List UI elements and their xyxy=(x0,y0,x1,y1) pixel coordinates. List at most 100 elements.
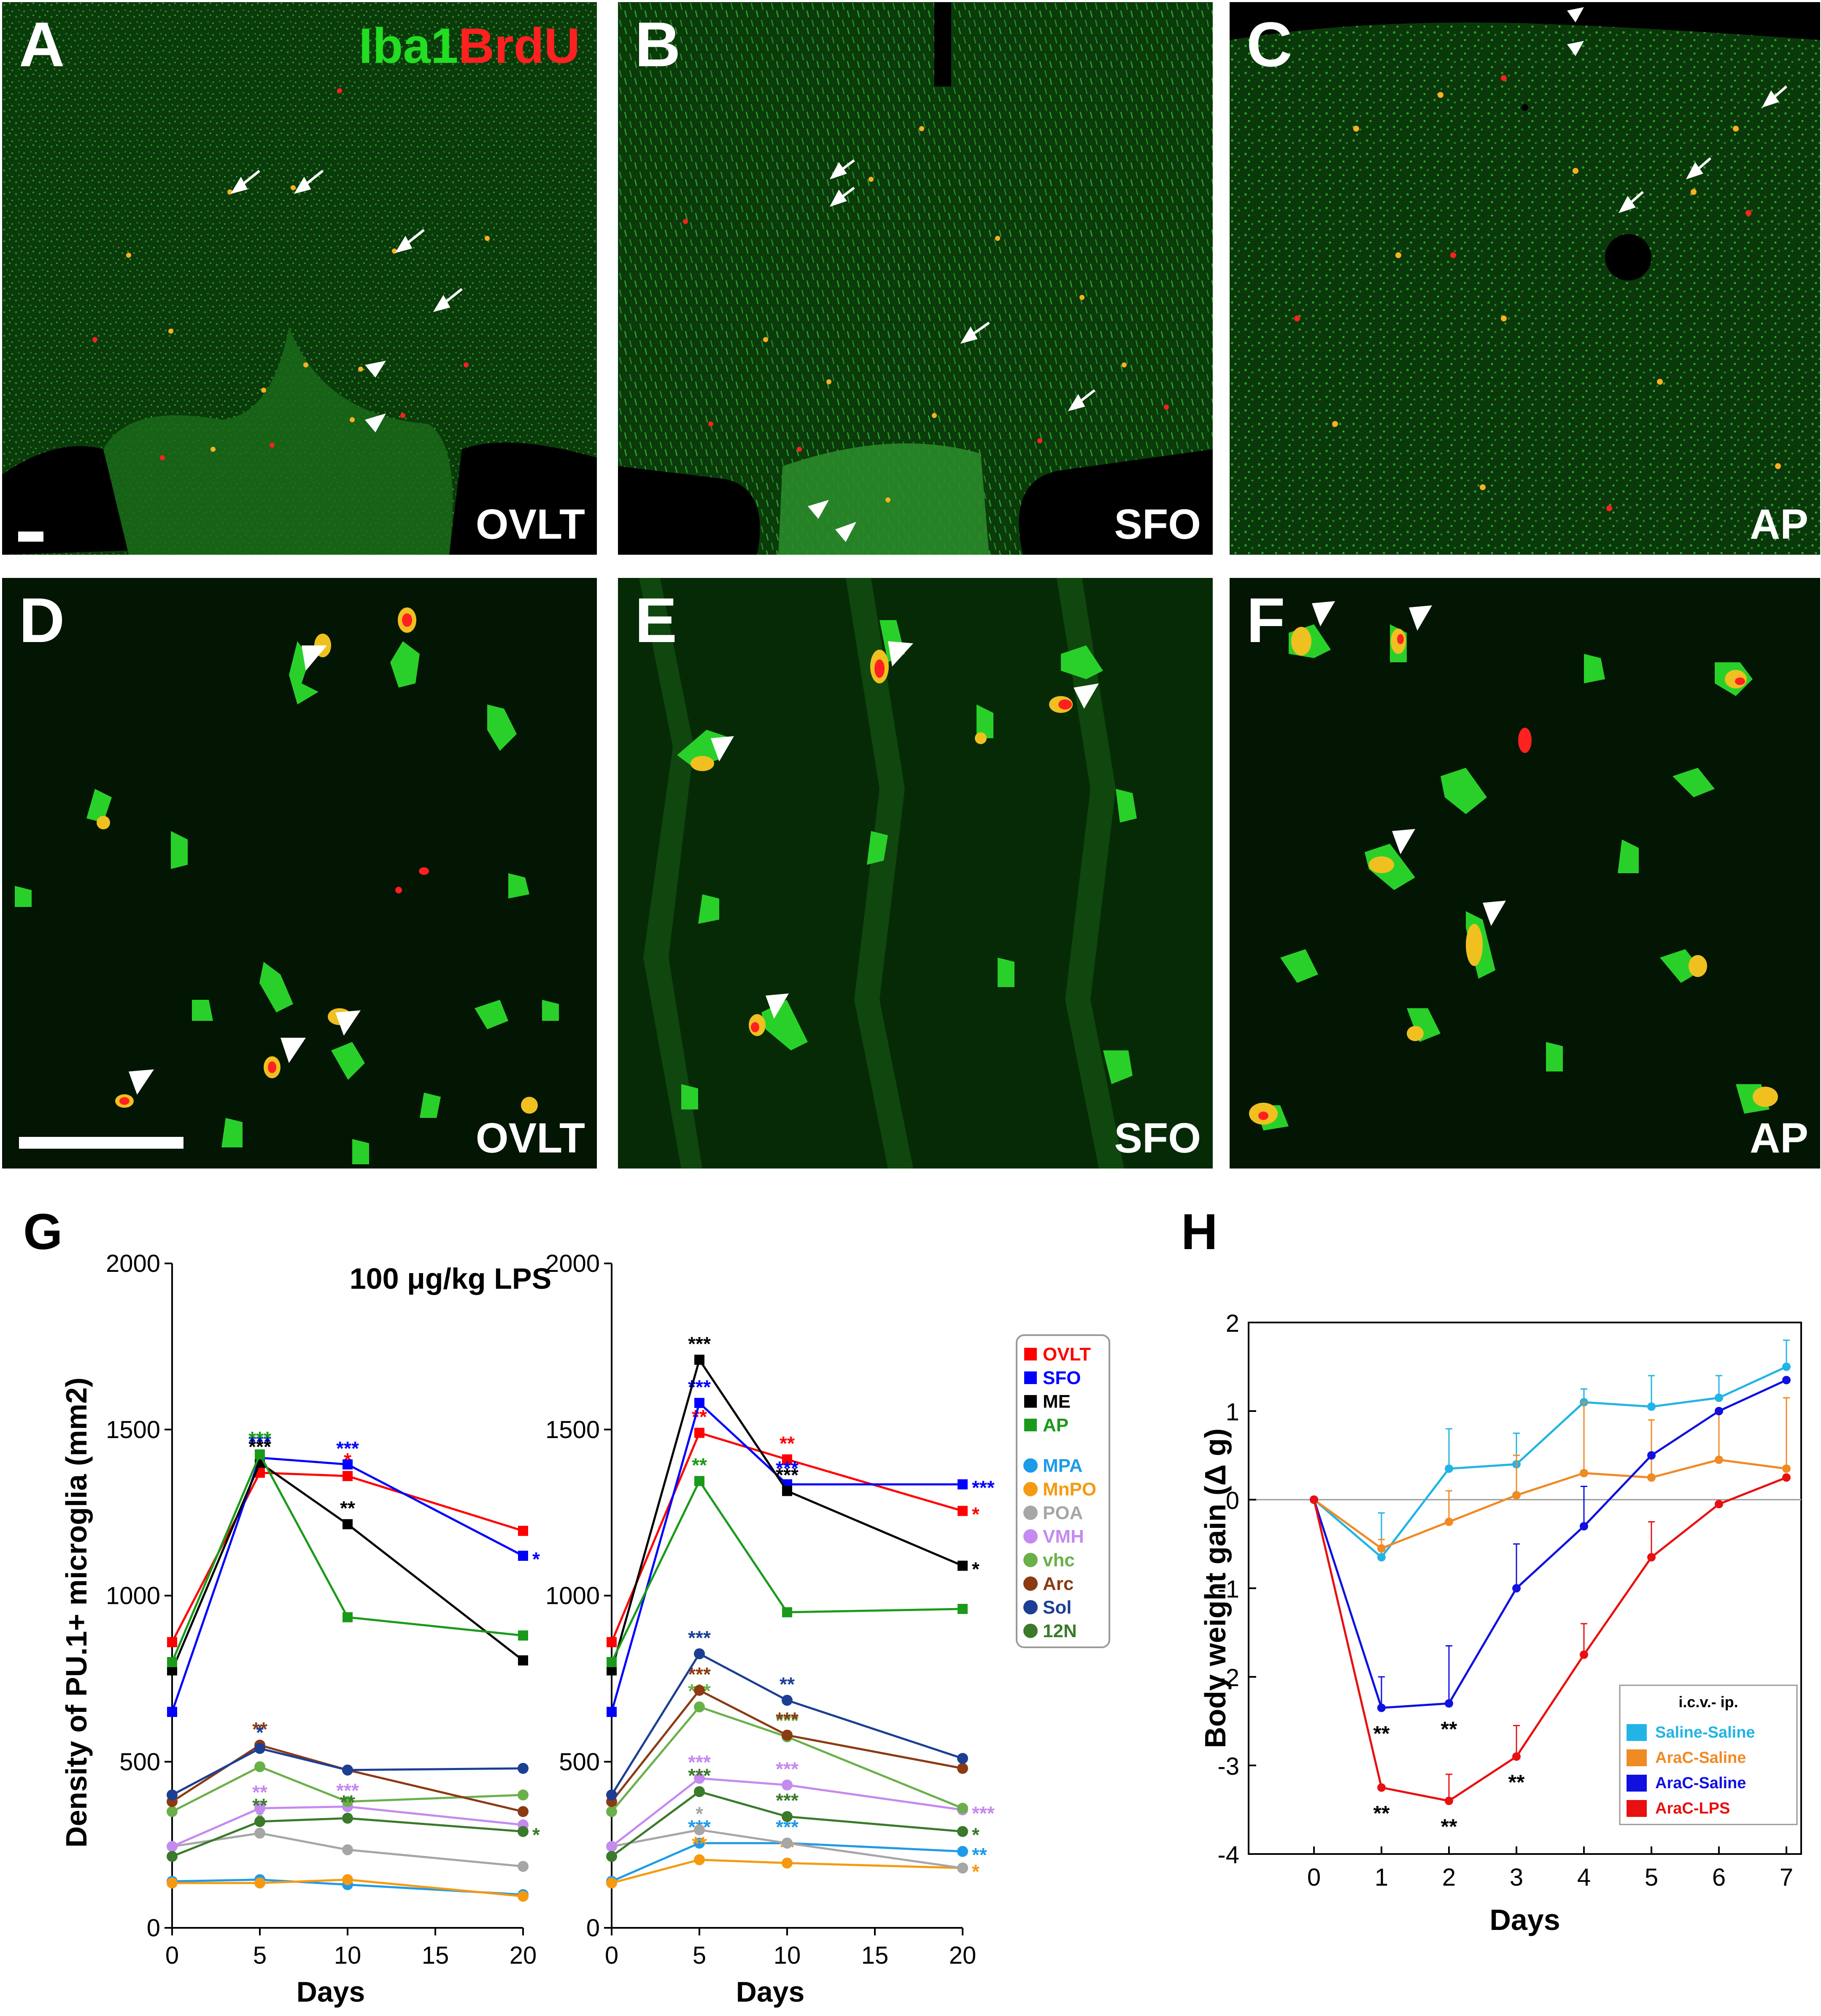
G-right-point-Sol xyxy=(606,1789,617,1800)
h-point-3 xyxy=(1580,1650,1588,1659)
G-left-point-MnPO xyxy=(254,1877,265,1889)
h-point-0 xyxy=(1647,1402,1656,1411)
G-right-point-SFO xyxy=(958,1479,968,1490)
G-left-point-AP xyxy=(167,1657,177,1667)
G-right-point-Arc xyxy=(694,1684,705,1696)
g-legend-swatch-Sol xyxy=(1023,1600,1038,1614)
G-right-x-tick-label: 5 xyxy=(693,1942,706,1969)
G-right-point-OVLT xyxy=(607,1637,617,1647)
G-right-x-tick-label: 10 xyxy=(774,1942,801,1969)
G-left-significance-12N: * xyxy=(532,1824,540,1846)
G-left-y-axis-label: Density of PU.1+ microglia (mm2) xyxy=(60,1377,93,1847)
g-legend-swatch-vhc xyxy=(1023,1553,1038,1567)
G-right-point-Arc xyxy=(606,1796,617,1807)
G-right-significance-12N: *** xyxy=(776,1789,799,1811)
h-point-0 xyxy=(1782,1363,1791,1371)
panel-d-label: D xyxy=(19,585,65,656)
G-right-series-SFO-line xyxy=(610,1401,963,1712)
h-point-0 xyxy=(1715,1393,1723,1402)
G-left-point-MPA xyxy=(254,1874,265,1885)
h-x-tick-label: 3 xyxy=(1510,1864,1523,1891)
G-right-significance-VMH: *** xyxy=(688,1752,711,1773)
h-point-0 xyxy=(1377,1553,1386,1562)
G-left-y-tick-label: 2000 xyxy=(106,1250,160,1277)
G-left-point-VMH xyxy=(254,1803,265,1814)
G-right-significance-MPA: ** xyxy=(972,1844,987,1866)
G-left-point-Sol xyxy=(254,1743,265,1754)
G-left-y-tick-label: 500 xyxy=(119,1748,160,1776)
G-left-significance-OVLT: * xyxy=(344,1449,351,1471)
G-right-significance-POA: * xyxy=(696,1803,703,1825)
G-left-significance-SFO: *** xyxy=(336,1437,359,1459)
G-right-point-vhc xyxy=(606,1806,617,1817)
G-left-significance-ME: ** xyxy=(340,1497,355,1519)
h-point-2 xyxy=(1647,1451,1656,1460)
h-point-0 xyxy=(1445,1464,1453,1473)
h-point-3 xyxy=(1310,1495,1318,1504)
h-point-0 xyxy=(1580,1398,1588,1406)
g-legend-label-MnPO: MnPO xyxy=(1043,1479,1096,1500)
G-right-series-Sol-line xyxy=(610,1652,963,1796)
G-right-significance-OVLT: * xyxy=(972,1503,979,1525)
G-right-significance-MnPO: ** xyxy=(692,1833,707,1855)
G-right-point-POA xyxy=(782,1838,793,1849)
G-right-y-tick-label: 0 xyxy=(586,1914,600,1942)
g-legend-label-vhc: vhc xyxy=(1043,1550,1075,1571)
h-y-tick-label: 2 xyxy=(1226,1310,1239,1337)
G-left-point-MPA xyxy=(342,1879,353,1890)
h-legend-label-0: Saline-Saline xyxy=(1655,1724,1755,1741)
G-left-significance-vhc: * xyxy=(256,1740,264,1762)
G-right-significance-ME: * xyxy=(972,1558,979,1580)
G-right-series-Arc-line xyxy=(611,1689,963,1803)
G-right-series-MPA-line xyxy=(611,1842,963,1883)
h-point-1 xyxy=(1377,1544,1386,1553)
G-right-significance-OVLT: ** xyxy=(780,1433,795,1455)
g-legend-label-Arc: Arc xyxy=(1043,1573,1074,1594)
G-left-point-ME xyxy=(343,1519,353,1530)
G-right-point-VMH xyxy=(694,1773,705,1784)
G-left-point-Arc xyxy=(342,1764,353,1776)
G-right-significance-12N: * xyxy=(972,1824,979,1846)
g-legend-label-ME: ME xyxy=(1043,1391,1071,1412)
h-significance-2: ** xyxy=(1441,1717,1457,1741)
G-left-series-12N-line xyxy=(172,1817,523,1858)
g-legend-swatch-POA xyxy=(1023,1506,1038,1520)
G-left-series-Arc-line xyxy=(171,1744,523,1813)
G-right-point-vhc xyxy=(782,1731,793,1743)
G-left-y-tick-label: 0 xyxy=(147,1914,160,1942)
G-left-point-MPA xyxy=(167,1876,178,1887)
G-left-point-OVLT xyxy=(167,1637,177,1647)
h-point-3 xyxy=(1647,1553,1656,1562)
panel-h-label: H xyxy=(1181,1204,1218,1260)
G-left-point-ME xyxy=(518,1655,528,1666)
scale-bar-d xyxy=(19,1137,183,1149)
G-right-point-12N xyxy=(694,1786,705,1797)
G-right-point-Sol xyxy=(694,1648,705,1660)
G-left-x-tick-label: 5 xyxy=(253,1942,267,1969)
g-legend-label-Sol: Sol xyxy=(1043,1597,1071,1618)
g-legend-swatch-12N xyxy=(1023,1624,1038,1638)
h-y-axis-label: Body weight gain (Δ g) xyxy=(1199,1428,1232,1748)
G-left-point-vhc xyxy=(342,1796,353,1807)
G-left-significance-POA: * xyxy=(256,1806,264,1828)
G-right-point-12N xyxy=(606,1851,617,1862)
G-right-series-12N-line xyxy=(611,1790,963,1857)
G-right-point-SFO xyxy=(607,1707,617,1717)
G-right-series-ME-line xyxy=(610,1357,963,1671)
G-right-y-tick-label: 1500 xyxy=(545,1416,600,1444)
G-left-point-MnPO xyxy=(518,1891,529,1902)
h-point-2 xyxy=(1782,1376,1791,1384)
h-significance-3: ** xyxy=(1441,1815,1457,1838)
G-right-point-SFO xyxy=(782,1479,792,1490)
h-point-1 xyxy=(1310,1495,1318,1504)
G-left-point-vhc xyxy=(254,1761,265,1773)
h-point-3 xyxy=(1715,1500,1723,1509)
G-left-series-MnPO-line xyxy=(172,1878,523,1897)
G-right-y-tick-label: 1000 xyxy=(545,1582,600,1610)
h-point-2 xyxy=(1580,1522,1588,1530)
h-point-3 xyxy=(1782,1473,1791,1482)
G-right-point-VMH xyxy=(782,1779,793,1791)
h-point-3 xyxy=(1377,1783,1386,1792)
G-right-point-VMH xyxy=(606,1841,617,1852)
